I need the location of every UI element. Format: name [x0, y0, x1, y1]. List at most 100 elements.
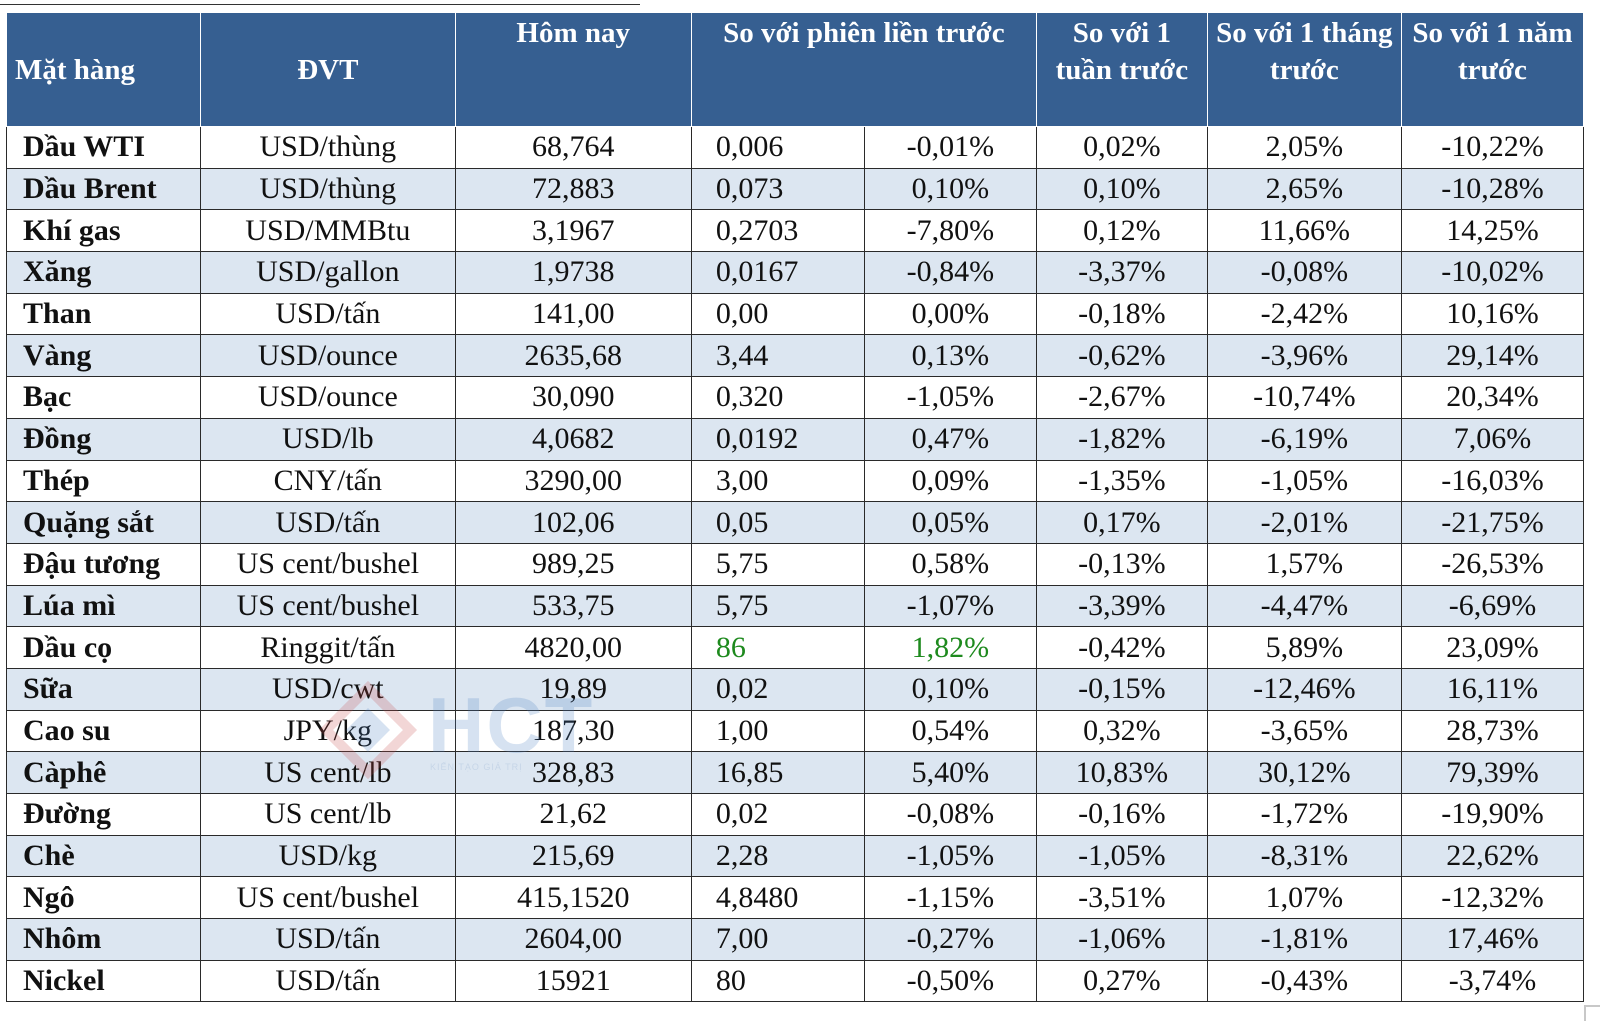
- cell-name: Bạc: [5, 376, 202, 419]
- cell-month: 2,65%: [1206, 167, 1402, 211]
- cell-chg-abs: 7,00: [690, 918, 865, 961]
- cell-year: 20,34%: [1400, 376, 1585, 419]
- cell-month: 1,57%: [1206, 542, 1402, 586]
- table-row: Dầu WTI USD/thùng 68,764 0,006 -0,01% 0,02% 2,…: [5, 126, 1585, 169]
- table-row: Đồng USD/lb 4,0682 0,0192 0,47% -1,82% -6,19% 7…: [5, 417, 1585, 461]
- cell-today: 30,090: [454, 376, 692, 419]
- cell-chg-pct: -1,05%: [863, 834, 1037, 878]
- cell-year: -10,22%: [1400, 126, 1585, 169]
- cell-year: 16,11%: [1400, 667, 1585, 711]
- table-row: Đậu tương US cent/bushel 989,25 5,75 0,58% -0…: [5, 542, 1585, 586]
- cell-chg-abs: 86: [690, 626, 865, 669]
- cell-today: 1,9738: [454, 251, 692, 294]
- cell-year: 28,73%: [1400, 709, 1585, 753]
- cell-month: -3,65%: [1206, 709, 1402, 753]
- cell-chg-pct: -7,80%: [863, 209, 1037, 253]
- cell-chg-pct: 0,54%: [863, 709, 1037, 753]
- cell-year: 10,16%: [1400, 292, 1585, 336]
- cell-name: Khí gas: [5, 209, 202, 253]
- cell-today: 3,1967: [454, 209, 692, 253]
- cell-week: 0,02%: [1035, 126, 1208, 169]
- cell-today: 19,89: [454, 667, 692, 711]
- cell-today: 4,0682: [454, 417, 692, 461]
- cell-unit: US cent/bushel: [200, 584, 456, 628]
- cell-unit: CNY/tấn: [200, 459, 456, 503]
- cell-today: 328,83: [454, 751, 692, 794]
- cell-today: 4820,00: [454, 626, 692, 669]
- cell-chg-pct: 0,00%: [863, 292, 1037, 336]
- cell-chg-abs: 80: [690, 959, 865, 1003]
- cell-month: -6,19%: [1206, 417, 1402, 461]
- table-row: Vàng USD/ounce 2635,68 3,44 0,13% -0,62% -3,96…: [5, 334, 1585, 378]
- cell-today: 102,06: [454, 501, 692, 544]
- cell-year: -19,90%: [1400, 793, 1585, 836]
- cell-unit: US cent/bushel: [200, 542, 456, 586]
- cell-year: -10,28%: [1400, 167, 1585, 211]
- cell-chg-abs: 2,28: [690, 834, 865, 878]
- cell-name: Lúa mì: [5, 584, 202, 628]
- cell-chg-abs: 0,02: [690, 793, 865, 836]
- cell-week: -1,06%: [1035, 918, 1208, 961]
- table-row: Dầu cọ Ringgit/tấn 4820,00 86 1,82% -0,42% 5,8…: [5, 626, 1585, 669]
- cell-year: 29,14%: [1400, 334, 1585, 378]
- cell-chg-pct: 0,05%: [863, 501, 1037, 544]
- cell-chg-pct: -0,27%: [863, 918, 1037, 961]
- cell-month: -0,08%: [1206, 251, 1402, 294]
- cell-week: -3,51%: [1035, 876, 1208, 920]
- cell-today: 2635,68: [454, 334, 692, 378]
- cell-today: 21,62: [454, 793, 692, 836]
- cell-chg-pct: -1,15%: [863, 876, 1037, 920]
- header-row: Mặt hàng ĐVT Hôm nay So với phiên liền t…: [5, 12, 1585, 127]
- cell-chg-pct: 0,10%: [863, 667, 1037, 711]
- table-row: Xăng USD/gallon 1,9738 0,0167 -0,84% -3,37% -0…: [5, 251, 1585, 294]
- cell-chg-abs: 0,00: [690, 292, 865, 336]
- cell-today: 141,00: [454, 292, 692, 336]
- cell-today: 187,30: [454, 709, 692, 753]
- commodity-price-table: Mặt hàng ĐVT Hôm nay So với phiên liền t…: [5, 12, 1585, 1003]
- cell-chg-pct: -1,05%: [863, 376, 1037, 419]
- cell-month: -10,74%: [1206, 376, 1402, 419]
- cell-today: 215,69: [454, 834, 692, 878]
- cell-chg-abs: 0,0192: [690, 417, 865, 461]
- cell-chg-pct: -0,08%: [863, 793, 1037, 836]
- table-row: Nickel USD/tấn 15921 80 -0,50% 0,27% -0,43% -3,…: [5, 959, 1585, 1003]
- cell-month: -8,31%: [1206, 834, 1402, 878]
- table-row: Khí gas USD/MMBtu 3,1967 0,2703 -7,80% 0,12% 1…: [5, 209, 1585, 253]
- cell-week: -0,15%: [1035, 667, 1208, 711]
- cell-year: 79,39%: [1400, 751, 1585, 794]
- cell-month: 30,12%: [1206, 751, 1402, 794]
- cell-week: -0,18%: [1035, 292, 1208, 336]
- table-row: Sữa USD/cwt 19,89 0,02 0,10% -0,15% -12,46% 16,…: [5, 667, 1585, 711]
- cell-chg-abs: 0,0167: [690, 251, 865, 294]
- cell-chg-abs: 3,00: [690, 459, 865, 503]
- cell-name: Nhôm: [5, 918, 202, 961]
- cell-today: 68,764: [454, 126, 692, 169]
- cell-month: -0,43%: [1206, 959, 1402, 1003]
- cell-month: 5,89%: [1206, 626, 1402, 669]
- cell-chg-abs: 0,006: [690, 126, 865, 169]
- cell-unit: USD/thùng: [200, 167, 456, 211]
- cell-today: 989,25: [454, 542, 692, 586]
- cell-unit: USD/lb: [200, 417, 456, 461]
- cell-chg-pct: 0,10%: [863, 167, 1037, 211]
- cell-month: -1,72%: [1206, 793, 1402, 836]
- cell-name: Ngô: [5, 876, 202, 920]
- cell-chg-abs: 0,05: [690, 501, 865, 544]
- cell-month: 11,66%: [1206, 209, 1402, 253]
- cell-today: 3290,00: [454, 459, 692, 503]
- cell-today: 15921: [454, 959, 692, 1003]
- cell-unit: US cent/bushel: [200, 876, 456, 920]
- commodity-table-wrapper: Mặt hàng ĐVT Hôm nay So với phiên liền t…: [5, 12, 1585, 1003]
- cell-name: Đậu tương: [5, 542, 202, 586]
- cell-chg-abs: 5,75: [690, 542, 865, 586]
- cell-name: Đường: [5, 793, 202, 836]
- cell-chg-pct: 1,82%: [863, 626, 1037, 669]
- cell-unit: USD/thùng: [200, 126, 456, 169]
- cell-unit: USD/tấn: [200, 292, 456, 336]
- cell-week: 0,10%: [1035, 167, 1208, 211]
- table-row: Nhôm USD/tấn 2604,00 7,00 -0,27% -1,06% -1,81%…: [5, 918, 1585, 961]
- table-row: Than USD/tấn 141,00 0,00 0,00% -0,18% -2,42% 10…: [5, 292, 1585, 336]
- cell-chg-pct: -0,84%: [863, 251, 1037, 294]
- cell-name: Xăng: [5, 251, 202, 294]
- header-prev-session: So với phiên liền trước: [690, 12, 1037, 127]
